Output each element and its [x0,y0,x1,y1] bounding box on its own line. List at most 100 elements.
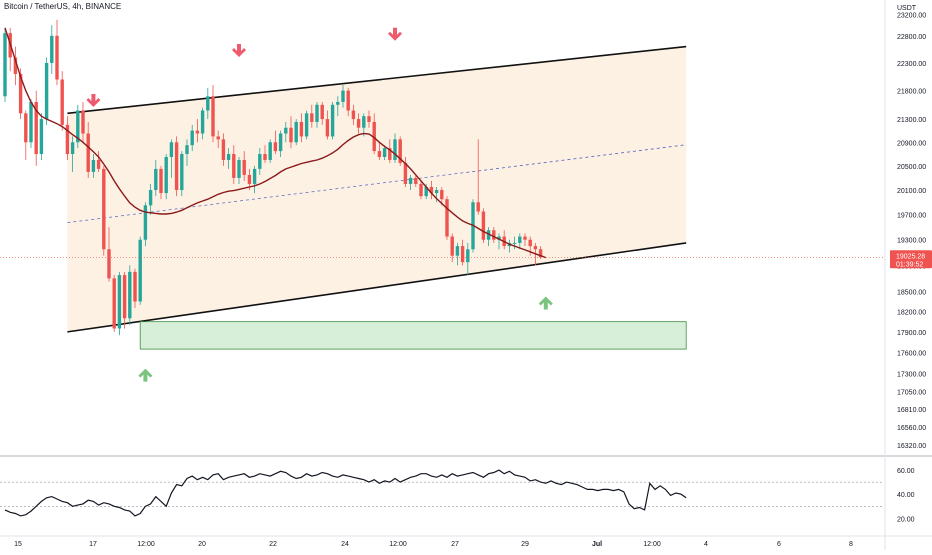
price-tick-label: 20900.00 [897,140,926,147]
price-tick-label: 16810.00 [897,407,926,414]
oscillator-tick-label: 40.00 [897,492,915,499]
candle [450,233,454,263]
oscillator-tick-label: 60.00 [897,468,915,475]
price-tick-label: 20500.00 [897,164,926,171]
candle [13,46,18,86]
price-tick-label: 16320.00 [897,443,926,450]
candle-body [180,154,184,191]
candle-body [133,271,137,302]
price-tag-box [890,250,932,269]
candle [190,124,194,152]
arrow-down-icon [86,93,101,107]
candle-body [398,139,402,163]
candle [289,116,293,149]
candle [232,145,236,184]
candle-body [481,211,486,240]
candle [76,104,80,149]
candle [403,156,408,187]
candle [24,110,28,160]
candle-body [200,110,205,134]
candle-body [13,57,18,74]
candle [133,268,137,309]
oscillator-line [4,469,687,517]
candle-body [148,190,153,206]
candle [445,196,449,240]
candle [512,236,517,250]
candle-body [403,162,408,184]
price-tick-label: 21300.00 [897,117,926,124]
candle [388,139,392,163]
candle [70,136,75,172]
candle [497,233,501,250]
candle [419,180,423,200]
candle-body [336,101,340,105]
candle-body [294,121,298,143]
candle-body [117,275,122,329]
candle [429,180,434,200]
candle [164,154,168,200]
candle-body [252,168,257,184]
candle-body [24,113,28,143]
time-tick-label: 15 [14,541,22,548]
candle [299,113,304,143]
candle-body [65,124,70,155]
candle [518,233,522,250]
candle [455,242,460,266]
candle-body [76,110,80,143]
candle-body [356,119,361,128]
candle [216,130,220,149]
candle-body [341,90,345,102]
candle-body [50,35,54,63]
candle [398,136,402,166]
candle-body [460,246,465,263]
candle-body [206,96,210,111]
candle-body [195,130,200,134]
candle [195,119,200,143]
time-tick-label: 27 [451,541,459,548]
candle-body [424,186,428,197]
candle-body [523,236,527,240]
candle [382,145,387,160]
candle-body [18,73,23,114]
candle-body [268,142,272,160]
candle-body [497,236,501,240]
currency-label: USDT [897,5,917,12]
candle-body [476,202,480,212]
candle [523,233,527,247]
candle-body [492,230,496,240]
candle-body [408,177,413,184]
candle [242,151,246,181]
candle [226,148,231,169]
candle [91,154,96,178]
candle-body [39,119,44,155]
candle [65,116,70,160]
candle-body [367,116,371,122]
candle [128,265,132,326]
time-tick-label: 24 [341,541,349,548]
candle [29,99,33,149]
candle [460,239,465,266]
channel-layer [67,45,687,333]
candle [408,174,413,191]
candle-body [237,159,241,178]
candle-body [128,271,132,319]
candle [81,101,85,143]
candle-body [258,154,262,169]
candle [55,19,59,86]
candle-body [164,156,168,194]
candle [34,90,38,166]
candle-body [44,62,49,120]
price-tick-label: 17300.00 [897,372,926,379]
candle [174,136,179,197]
arrow-down-icon [232,43,246,57]
price-tick-label: 22800.00 [897,34,926,41]
candle-body [429,186,434,194]
time-tick-label: 8 [849,541,853,548]
arrow-up-icon [538,296,553,310]
candle [356,113,361,134]
candle [320,101,324,125]
candle-body [263,154,267,160]
candle [180,151,184,197]
candle [367,110,371,128]
candle-body [216,136,220,140]
